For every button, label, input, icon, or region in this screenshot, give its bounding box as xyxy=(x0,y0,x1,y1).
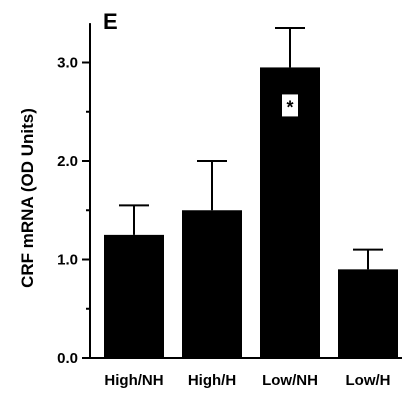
category-labels: High/NH High/H Low/NH Low/H xyxy=(104,372,390,389)
category-label: High/H xyxy=(188,372,236,389)
panel-label: E xyxy=(103,9,118,34)
significance-box xyxy=(282,94,298,117)
bar xyxy=(104,234,164,358)
bar xyxy=(182,210,242,358)
y-axis: 0.0 1.0 2.0 3.0 xyxy=(57,23,91,367)
y-axis-label: CRF mRNA (OD Units) xyxy=(18,108,37,288)
y-tick-label: 3.0 xyxy=(57,55,78,72)
significance-marker: * xyxy=(286,97,293,117)
bars xyxy=(104,67,398,359)
y-tick-label: 2.0 xyxy=(57,153,78,170)
y-tick-label: 0.0 xyxy=(57,350,78,367)
category-label: High/NH xyxy=(104,372,163,389)
y-tick-label: 1.0 xyxy=(57,252,78,269)
annotations: * xyxy=(282,94,298,117)
error-bars xyxy=(119,27,383,270)
category-label: Low/NH xyxy=(262,372,318,389)
category-label: Low/H xyxy=(346,372,391,389)
bar xyxy=(338,269,398,358)
